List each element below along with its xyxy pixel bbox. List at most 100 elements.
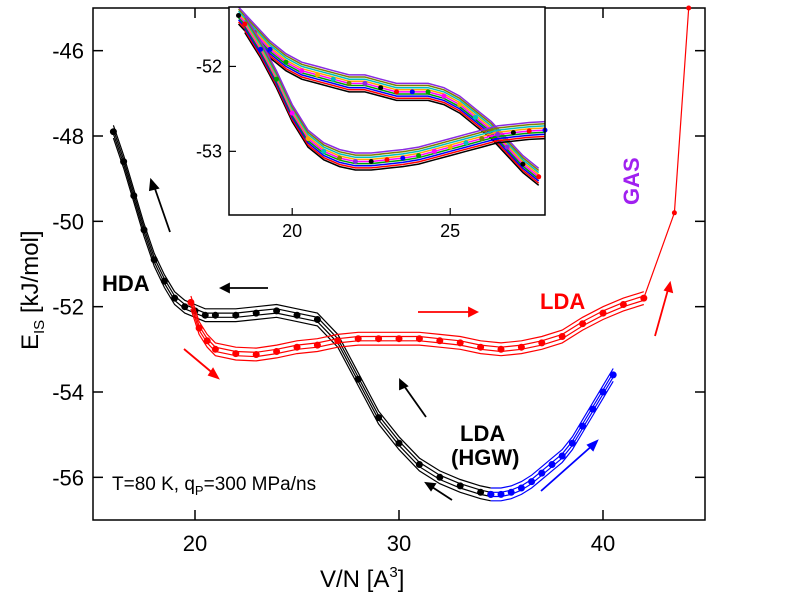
inset-series-line: [244, 21, 546, 161]
x-label-sup: 3: [389, 564, 397, 581]
series-line: [190, 303, 644, 362]
label-hda: HDA: [102, 271, 150, 296]
x-tick-label: 20: [183, 531, 207, 556]
condition-part-a: T=80 K, q: [112, 474, 195, 495]
inset-series-line: [237, 10, 540, 174]
data-point: [558, 333, 566, 340]
data-point: [211, 311, 219, 319]
inset-data-point: [321, 148, 327, 154]
x-tick-label: 40: [591, 531, 615, 556]
inset-data-point: [463, 140, 469, 146]
inset-data-point: [431, 148, 437, 154]
arrow-hda-up-head: [148, 177, 160, 192]
data-point: [273, 307, 281, 315]
data-point: [507, 488, 515, 496]
data-point: [313, 341, 321, 349]
y-axis-label: EIS [kJ/mol]: [17, 230, 48, 350]
main-data-series: [109, 5, 692, 502]
main-axis-ticks: 20 30 40 -46 -48 -50 -52 -54 -56: [52, 8, 705, 556]
label-lda: LDA: [540, 289, 585, 314]
data-point: [334, 337, 342, 345]
inset-data-point: [352, 159, 358, 164]
arrow-lda-right-head: [468, 306, 480, 318]
data-point: [293, 343, 301, 351]
inset-data-series: [236, 6, 548, 186]
data-point: [232, 350, 240, 358]
y-tick-label: -52: [52, 295, 84, 320]
inset-data-point: [409, 89, 415, 95]
inset-data-point: [330, 76, 336, 82]
arrow-black-up: [401, 382, 427, 418]
inset-series-line: [237, 12, 540, 176]
inset-series-line: [244, 19, 546, 159]
x-axis-label: V/N [A3]: [320, 564, 404, 593]
label-lda-hgw-line1: LDA: [460, 421, 505, 446]
data-point: [201, 311, 209, 319]
data-point: [160, 277, 168, 285]
data-point: [181, 303, 189, 311]
x-label-close: ]: [398, 566, 405, 593]
data-point: [619, 301, 627, 308]
data-point: [211, 345, 219, 353]
data-point: [558, 452, 566, 460]
arrow-red-down: [183, 348, 216, 376]
data-point: [375, 414, 383, 422]
inset-background: [229, 7, 545, 215]
data-point: [456, 339, 464, 347]
data-point: [528, 478, 536, 486]
arrow-red-up-right-head: [663, 280, 674, 294]
data-point: [187, 298, 195, 306]
inset-data-point: [305, 136, 311, 142]
inset-data-point: [283, 59, 289, 65]
arrow-black-up-head: [399, 378, 409, 391]
data-point: [671, 210, 677, 216]
inset-data-point: [267, 46, 273, 52]
inset-series-line: [244, 23, 546, 163]
inset-series-line: [244, 32, 546, 171]
inset-data-point: [362, 80, 368, 86]
data-point: [487, 490, 495, 498]
data-point: [599, 309, 607, 317]
data-point: [109, 128, 117, 136]
inset-series-line: [237, 6, 540, 169]
label-gas: GAS: [619, 157, 644, 205]
data-point: [589, 405, 597, 413]
data-point: [195, 324, 203, 332]
inset-data-point: [510, 130, 516, 136]
data-point: [120, 158, 128, 166]
data-point: [436, 337, 444, 345]
inset-data-point: [299, 68, 305, 74]
series-line: [112, 137, 491, 502]
series-line: [490, 380, 614, 502]
data-point: [293, 311, 301, 319]
data-point: [517, 343, 525, 351]
data-point: [497, 490, 505, 498]
inset-data-point: [394, 89, 399, 95]
inset-data-point: [479, 136, 485, 142]
inset-data-point: [400, 155, 406, 161]
inset-data-point: [273, 76, 279, 82]
condition-subscript: P: [195, 483, 204, 498]
y-tick-label: -48: [52, 124, 84, 149]
label-lda-hgw-line2: (HGW): [451, 445, 519, 470]
inset-data-point: [242, 21, 248, 27]
inset-data-point: [457, 102, 463, 108]
inset-y-tick-label: -52: [196, 56, 222, 76]
inset-data-point: [504, 144, 510, 150]
data-point: [517, 484, 525, 492]
condition-text: T=80 K, qP=300 MPa/ns: [112, 474, 316, 498]
inset-data-point: [236, 13, 241, 18]
data-point: [203, 337, 211, 345]
inset-data-point: [526, 128, 532, 134]
arrow-red-up-right: [654, 285, 670, 337]
data-point: [395, 439, 403, 447]
inset-data-point: [441, 93, 447, 99]
data-point: [232, 311, 240, 319]
data-point: [171, 294, 179, 302]
data-point: [415, 335, 423, 343]
arrow-hda-up: [152, 182, 171, 233]
data-point: [456, 482, 464, 490]
x-tick-label: 30: [387, 531, 411, 556]
data-point: [579, 320, 587, 328]
y-label-main: E: [17, 334, 44, 350]
